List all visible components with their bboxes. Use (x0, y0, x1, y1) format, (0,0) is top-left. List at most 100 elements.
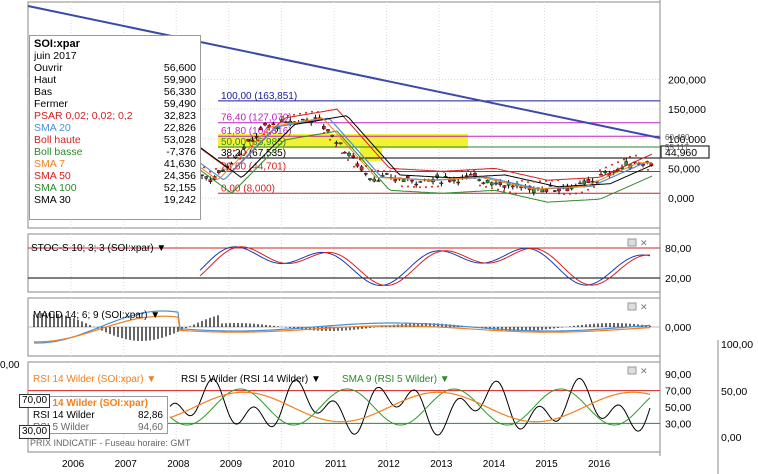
candle-body (330, 134, 335, 137)
psar-dot (233, 149, 235, 152)
info-row-label: SMA 30 (34, 194, 71, 206)
candle-body (204, 176, 209, 179)
panel-restore-icon (627, 302, 637, 311)
psar-dot (227, 155, 229, 158)
psar-dot (281, 115, 283, 118)
psar-dot (539, 180, 541, 183)
psar-dot (383, 169, 385, 172)
psar-dot (509, 191, 511, 194)
info-row-label: Ouvrir (34, 62, 63, 74)
info-row-value: 59,490 (163, 98, 196, 110)
fib-label: 100,00 (163,851) (221, 91, 297, 102)
info-row-label: SMA 100 (34, 182, 77, 194)
psar-dot (419, 186, 421, 189)
psar-dot (575, 192, 577, 195)
psar-dot (605, 166, 607, 169)
candle-body (582, 180, 586, 185)
candle-body (477, 179, 482, 181)
candle-body (259, 127, 263, 131)
psar-dot (569, 192, 571, 195)
stoch-label[interactable]: STOC-S 10; 3; 3 (SOI:xpar) ▼ (31, 243, 167, 254)
info-row-value: 56,600 (163, 62, 196, 74)
sma9-label[interactable]: SMA 9 (RSI 5 Wilder) ▼ (342, 374, 450, 385)
info-row-label: SMA 7 (34, 158, 65, 170)
candle-body (435, 174, 440, 178)
psar-dot (359, 158, 361, 161)
candle-body (603, 171, 607, 174)
info-row: SMA 100 52,155 (34, 182, 196, 194)
psar-dot (533, 180, 535, 183)
psar-dot (311, 110, 313, 113)
rsi14-line (169, 391, 651, 423)
info-row-label: Fermer (34, 98, 68, 110)
psar-dot (551, 179, 553, 182)
psar-dot (341, 152, 343, 155)
candle-body (485, 180, 490, 184)
candle-body (347, 152, 351, 156)
macd-line (33, 310, 651, 344)
stoch-d-line (199, 246, 651, 286)
psar-dot (449, 170, 451, 173)
psar-dot (611, 163, 613, 166)
price-tick: 150,000 (668, 104, 706, 116)
info-title: SOI:xpar (34, 38, 80, 50)
info-row-label: Bas (34, 86, 53, 98)
rsi-box-row: RSI 5 Wilder 94,60 (33, 422, 163, 433)
psar-dot (485, 185, 487, 188)
candle-body (284, 121, 288, 123)
info-row-value: 19,242 (163, 194, 196, 206)
fib-label: 61,80 (104,316) (221, 126, 292, 137)
psar-dot (443, 170, 445, 173)
candle-body (586, 179, 591, 184)
price-tick: 0,000 (668, 193, 694, 205)
psar-dot (353, 165, 355, 168)
psar-dot (527, 180, 529, 183)
outer-tick: 0,00 (721, 432, 742, 444)
trend-line (27, 5, 661, 139)
psar-dot (557, 179, 559, 182)
info-row-value: 59,900 (163, 74, 196, 86)
psar-dot (479, 184, 481, 187)
sma9-line (169, 388, 651, 426)
info-row-label: Boll basse (34, 146, 83, 158)
price-tick: 200,000 (668, 75, 706, 87)
rsi5-label[interactable]: RSI 5 Wilder (RSI 14 Wilder) ▼ (181, 374, 321, 385)
info-row-value: 41,630 (163, 158, 196, 170)
psar-dot (647, 168, 649, 171)
psar-dot (275, 131, 277, 134)
psar-dot (269, 132, 271, 135)
info-row: SMA 30 19,242 (34, 194, 196, 206)
psar-dot (395, 170, 397, 173)
candle-body (246, 139, 251, 142)
price-tick: 100,000 (668, 134, 706, 146)
psar-dot (287, 114, 289, 117)
year-label: 2010 (272, 459, 295, 470)
last-value-3: 55,117 (665, 143, 689, 152)
info-row-value: 22,826 (163, 122, 196, 134)
candle-body (553, 190, 557, 192)
psar-dot (251, 145, 253, 148)
candle-body (322, 126, 326, 130)
candle-body (414, 183, 419, 186)
macd-tick: 0,000 (665, 322, 691, 334)
psar-dot (431, 185, 433, 188)
candle-body (376, 180, 381, 182)
info-row: Bas 56,330 (34, 86, 196, 98)
outer-tick: 50,00 (721, 386, 747, 398)
panel-close-icon: ✕ (640, 238, 648, 248)
candle-body (271, 123, 276, 126)
candle-body (229, 162, 234, 165)
candle-body (233, 156, 238, 158)
psar-dot (521, 179, 523, 182)
candle-body (502, 185, 507, 188)
psar-dot (209, 170, 211, 173)
year-label: 2009 (220, 459, 243, 470)
psar-dot (407, 185, 409, 188)
psar-dot (365, 165, 367, 168)
rsi14-label[interactable]: RSI 14 Wilder (SOI:xpar) ▼ (33, 374, 157, 385)
rsi-tick: 70,00 (665, 386, 691, 398)
candle-body (242, 147, 246, 149)
info-row-label: PSAR 0,02; 0,02; 0,2 (34, 110, 133, 122)
macd-label[interactable]: MACD 14; 6; 9 (SOI:xpar) ▼ (33, 310, 161, 321)
candle-body (364, 173, 368, 175)
